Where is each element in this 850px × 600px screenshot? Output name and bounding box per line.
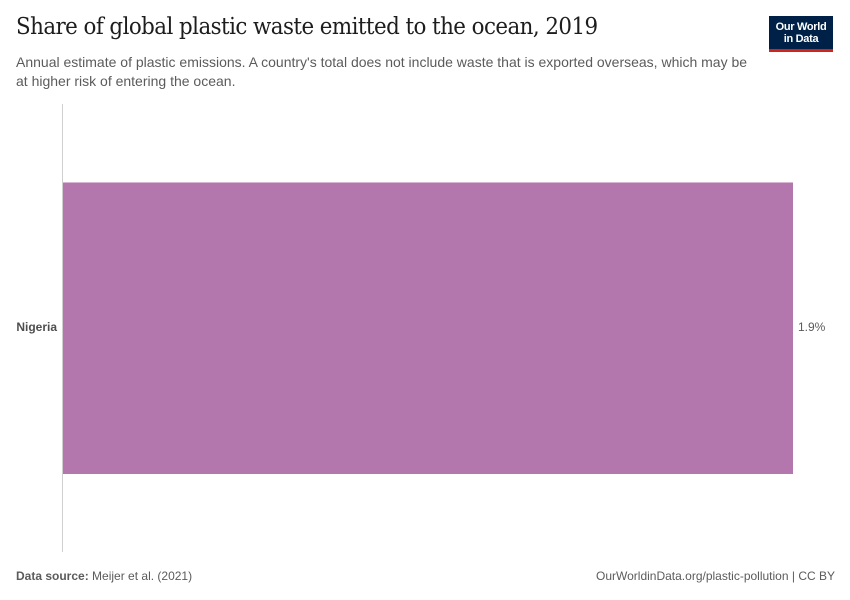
y-axis-line	[62, 104, 63, 552]
license-link[interactable]: OurWorldinData.org/plastic-pollution | C…	[596, 569, 835, 583]
value-label: 1.9%	[798, 320, 826, 334]
owid-logo[interactable]: Our World in Data	[769, 16, 833, 52]
data-source-link[interactable]: Meijer et al. (2021)	[92, 569, 193, 583]
logo-line-2: in Data	[783, 33, 819, 45]
bar-nigeria[interactable]	[63, 182, 793, 474]
chart-title: Share of global plastic waste emitted to…	[16, 14, 598, 40]
data-source-label: Data source:	[16, 569, 89, 583]
bar-highlight	[63, 182, 793, 183]
logo-line-1: Our World	[775, 21, 827, 33]
chart-subtitle: Annual estimate of plastic emissions. A …	[16, 54, 748, 89]
category-label: Nigeria	[16, 320, 57, 334]
data-source: Data source: Meijer et al. (2021)	[16, 569, 192, 583]
